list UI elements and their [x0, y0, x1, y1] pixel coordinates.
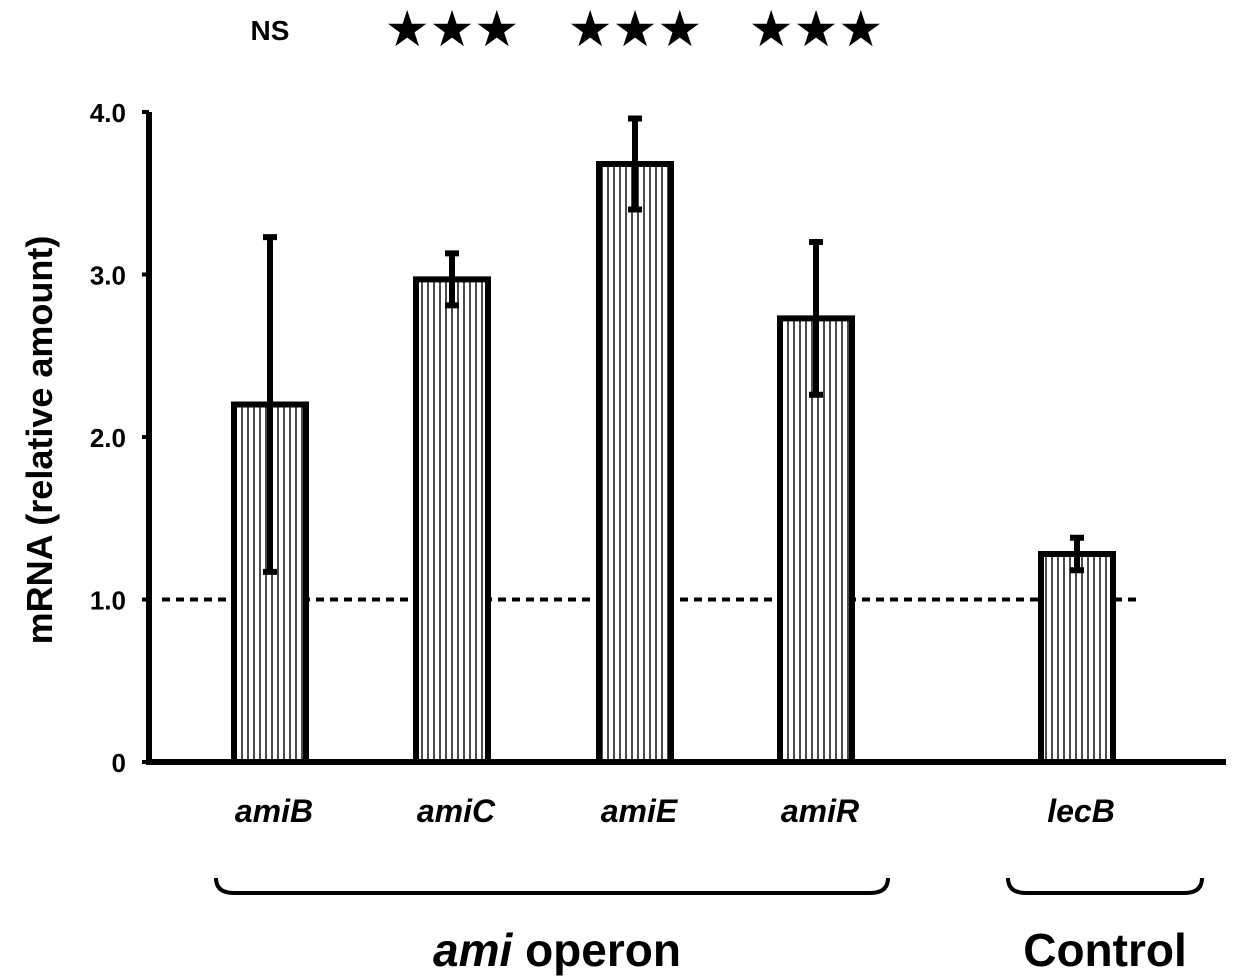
group-label-italic-0: ami [433, 924, 513, 976]
significance-label-amiE: ★★★ [568, 1, 702, 57]
bar-amiE [596, 161, 674, 765]
significance-label-amiC: ★★★ [385, 1, 519, 57]
group-label-text-0: operon [512, 924, 681, 976]
significance-label-amiR: ★★★ [749, 1, 883, 57]
significance-label-amiB: NS [251, 15, 290, 46]
x-tick-label-amiB: amiB [235, 793, 313, 829]
x-tick-label-amiE: amiE [601, 793, 679, 829]
group-label-1: Control [1023, 924, 1187, 976]
group-label-text-1: Control [1023, 924, 1187, 976]
y-tick-label-4: 4.0 [90, 98, 126, 128]
bar-lecB [1038, 551, 1116, 765]
y-tick-label-3: 3.0 [90, 261, 126, 291]
plot-area: amiB NS amiC ★★★ amiE ★★★ amiR ★★★ lecB 0 1.0 2.0 3.… [90, 1, 1226, 976]
x-tick-label-amiC: amiC [417, 793, 496, 829]
y-tick-label-2: 2.0 [90, 423, 126, 453]
group-brace-1 [1006, 877, 1204, 895]
group-label-0: ami operon [433, 924, 681, 976]
y-tick-label-0: 0 [112, 748, 126, 778]
x-tick-label-lecB: lecB [1047, 793, 1115, 829]
y-tick-label-1: 1.0 [90, 586, 126, 616]
y-axis-label: mRNA (relative amount) [19, 236, 60, 645]
bar-amiC [413, 276, 491, 765]
group-brace-0 [214, 877, 890, 895]
x-tick-label-amiR: amiR [781, 793, 859, 829]
